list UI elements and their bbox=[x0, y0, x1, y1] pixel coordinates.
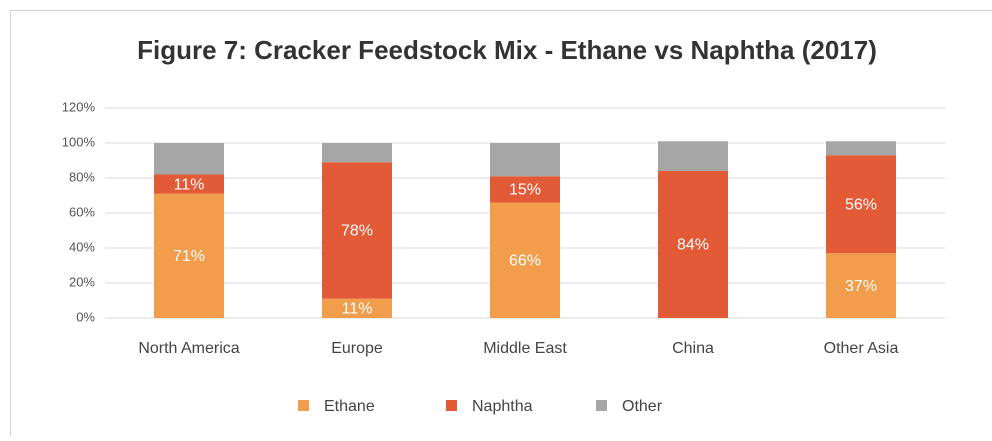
data-label: 11% bbox=[174, 176, 205, 193]
y-tick-label: 0% bbox=[76, 309, 95, 324]
y-tick-label: 40% bbox=[69, 239, 95, 254]
x-tick-label: Europe bbox=[331, 340, 383, 357]
legend-swatch bbox=[298, 400, 309, 411]
x-tick-label: Middle East bbox=[483, 340, 567, 357]
chart-title: Figure 7: Cracker Feedstock Mix - Ethane… bbox=[137, 35, 877, 65]
data-label: 11% bbox=[342, 301, 373, 318]
y-tick-label: 20% bbox=[69, 274, 95, 289]
data-label: 56% bbox=[845, 196, 877, 213]
bar-segment bbox=[490, 143, 560, 176]
data-label: 15% bbox=[509, 182, 541, 199]
data-label: 84% bbox=[677, 237, 709, 254]
legend-label: Naphtha bbox=[472, 398, 533, 415]
legend-swatch bbox=[446, 400, 457, 411]
legend-label: Other bbox=[622, 398, 663, 415]
y-tick-label: 120% bbox=[62, 99, 96, 114]
x-tick-label: Other Asia bbox=[824, 340, 899, 357]
legend-label: Ethane bbox=[324, 398, 375, 415]
bar-segment bbox=[154, 143, 224, 175]
x-tick-label: China bbox=[672, 340, 714, 357]
bar-segment bbox=[658, 141, 728, 171]
y-tick-label: 80% bbox=[69, 169, 95, 184]
data-label: 37% bbox=[845, 278, 877, 295]
bar-segment bbox=[322, 143, 392, 162]
legend-swatch bbox=[596, 400, 607, 411]
y-tick-label: 60% bbox=[69, 204, 95, 219]
data-label: 71% bbox=[173, 248, 205, 265]
y-tick-label: 100% bbox=[62, 134, 96, 149]
data-label: 78% bbox=[341, 223, 373, 240]
bar-segment bbox=[826, 141, 896, 155]
x-tick-label: North America bbox=[138, 340, 239, 357]
data-label: 66% bbox=[509, 252, 541, 269]
